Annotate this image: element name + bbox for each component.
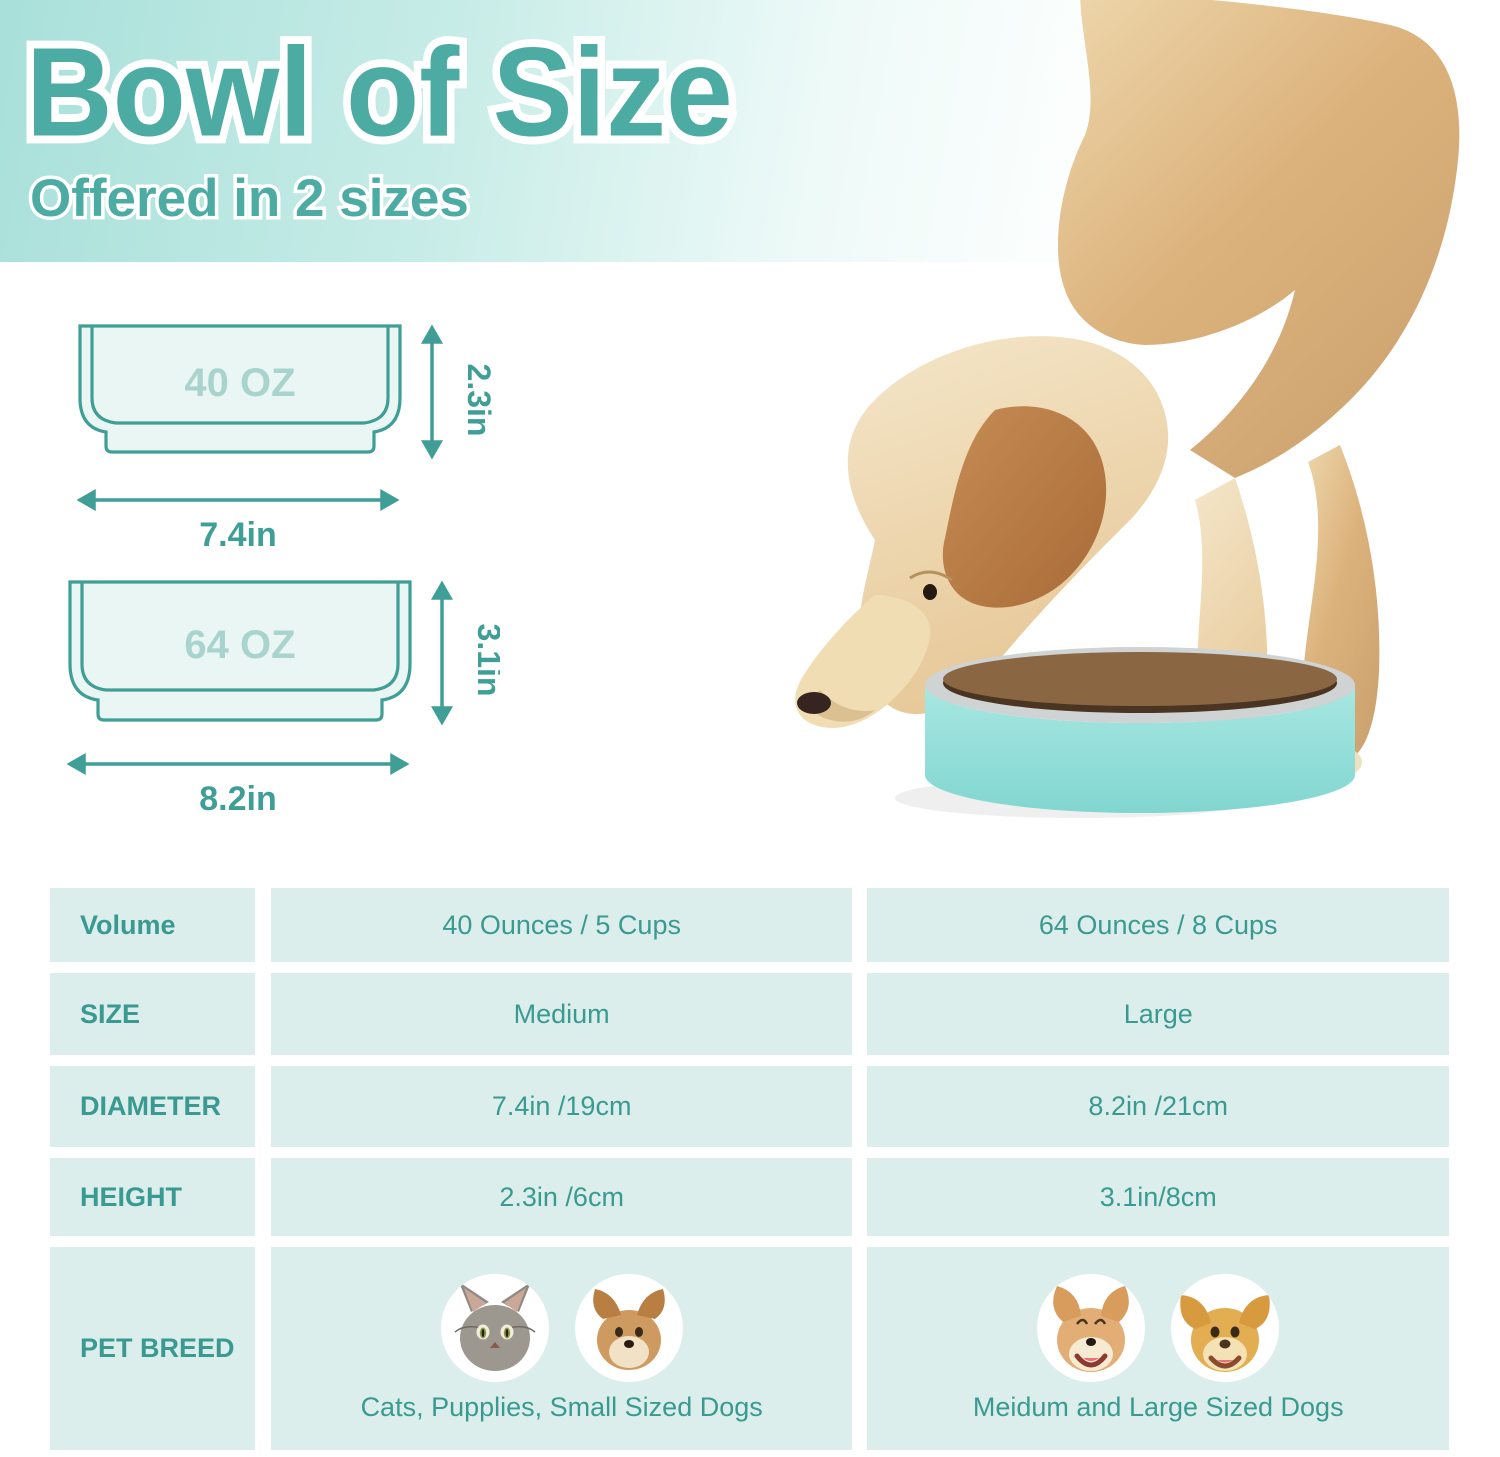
svg-text:7.4in: 7.4in <box>199 516 276 554</box>
svg-text:64 OZ: 64 OZ <box>184 623 295 667</box>
svg-text:40 OZ: 40 OZ <box>184 361 295 405</box>
svg-text:8.2in: 8.2in <box>199 780 276 818</box>
svg-text:2.3in: 2.3in <box>461 364 497 437</box>
svg-text:3.1in: 3.1in <box>471 624 500 697</box>
